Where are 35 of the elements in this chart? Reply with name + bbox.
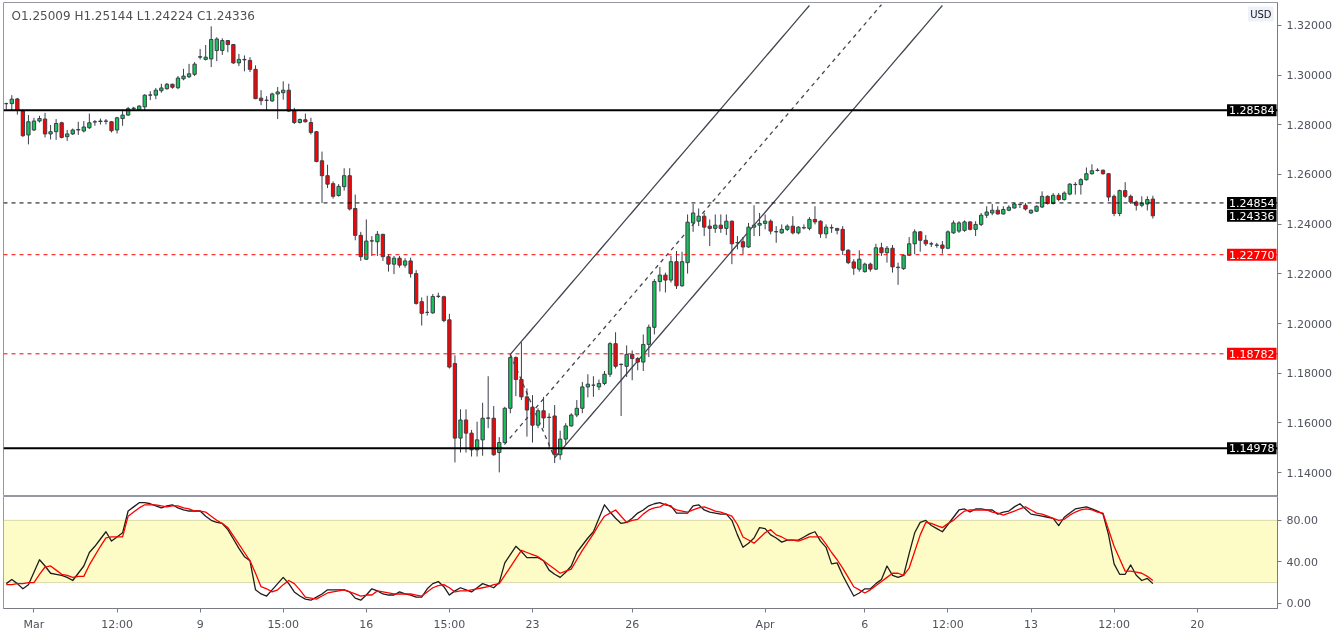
y-tick-label: 1.26000: [1286, 168, 1332, 182]
annotation: O1.25009 H1.25144 L1.24224 C1.24336: [11, 8, 255, 23]
x-tick-label: 20: [1190, 617, 1205, 631]
annotation: USD: [1250, 8, 1272, 20]
ref-line-label: 1.22770: [1229, 248, 1275, 262]
y-tick-label: 1.28000: [1286, 118, 1332, 132]
y-tick-label: 1.18000: [1286, 367, 1332, 381]
y-tick-label: 0.00: [1286, 597, 1311, 611]
x-tick-label: 6: [861, 617, 869, 631]
x-tick-label: 23: [525, 617, 540, 631]
x-tick-label: 13: [1024, 617, 1039, 631]
ref-line-label: 1.18782: [1229, 347, 1275, 361]
x-tick-label: 12:00: [101, 617, 133, 631]
x-tick-label: Mar: [23, 617, 45, 631]
x-tick-label: 9: [196, 617, 204, 631]
ref-line-label: 1.24854: [1229, 196, 1275, 210]
y-tick-label: 1.30000: [1286, 69, 1332, 83]
y-tick-label: 40.00: [1286, 555, 1318, 569]
ref-line-label: 1.28584: [1229, 104, 1275, 118]
y-tick-label: 1.24000: [1286, 218, 1332, 232]
y-tick-label: 1.20000: [1286, 317, 1332, 331]
y-tick-label: 80.00: [1286, 514, 1318, 528]
x-tick-label: 16: [359, 617, 374, 631]
y-tick-label: 1.32000: [1286, 19, 1332, 33]
x-tick-label: 15:00: [267, 617, 300, 631]
x-tick-label: 26: [625, 617, 640, 631]
y-tick-label: 1.22000: [1286, 267, 1332, 281]
x-tick-label: 15:00: [433, 617, 466, 631]
x-tick-label: 12:00: [1098, 617, 1130, 631]
x-tick-label: Apr: [755, 617, 776, 631]
ref-line-label: 1.14978: [1229, 442, 1275, 456]
x-tick-label: 12:00: [932, 617, 964, 631]
y-tick-label: 1.16000: [1286, 416, 1332, 430]
annotation: 1.24336: [1229, 209, 1275, 223]
y-tick-label: 1.14000: [1286, 466, 1332, 480]
